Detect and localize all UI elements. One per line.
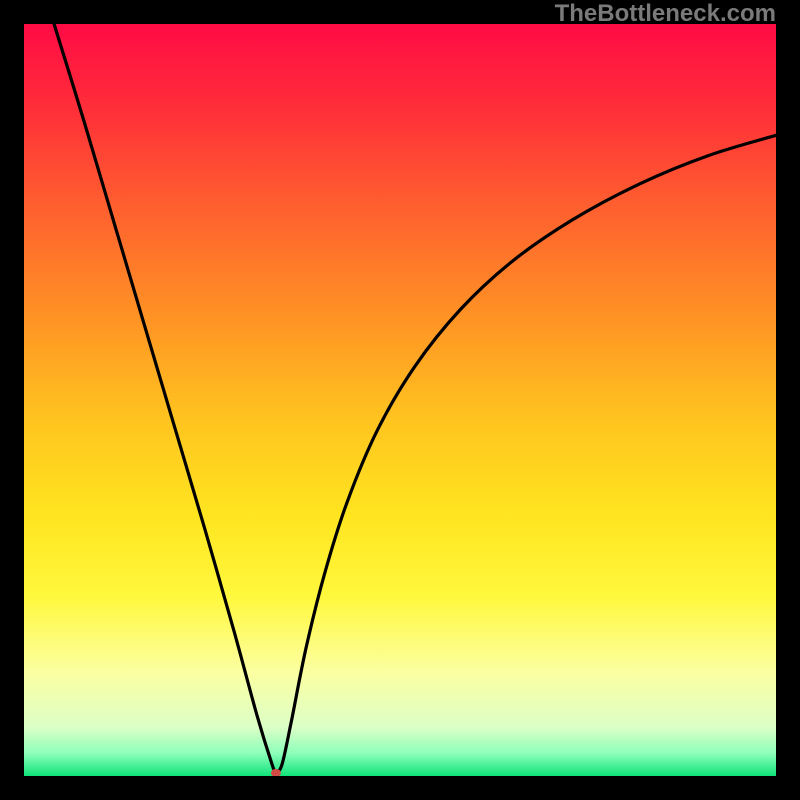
min-marker [271,769,281,777]
watermark-text: TheBottleneck.com [555,0,776,28]
chart-svg [0,0,800,800]
chart-frame: TheBottleneck.com [0,0,800,800]
plot-background [24,24,776,776]
